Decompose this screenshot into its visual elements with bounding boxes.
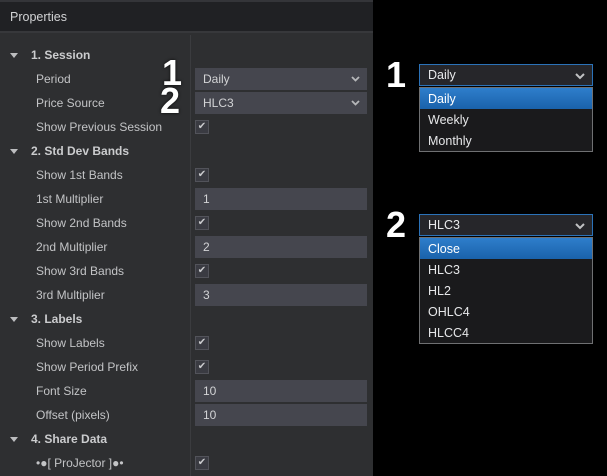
row-show-2nd-bands: Show 2nd Bands ✔ bbox=[0, 211, 373, 235]
chevron-down-icon bbox=[351, 76, 360, 82]
column-separator bbox=[190, 35, 191, 476]
2nd-multiplier-input[interactable]: 2 bbox=[195, 236, 367, 258]
property-label: Period bbox=[36, 72, 71, 86]
row-offset-pixels: Offset (pixels) 10 bbox=[0, 403, 373, 427]
row-3rd-multiplier: 3rd Multiplier 3 bbox=[0, 283, 373, 307]
option-weekly[interactable]: Weekly bbox=[428, 112, 469, 127]
section-header-session[interactable]: 1. Session bbox=[0, 43, 373, 67]
option-ohlc4[interactable]: OHLC4 bbox=[428, 304, 470, 319]
check-icon: ✔ bbox=[197, 336, 207, 348]
chevron-down-icon bbox=[575, 73, 585, 80]
row-show-1st-bands: Show 1st Bands ✔ bbox=[0, 163, 373, 187]
offset-pixels-input[interactable]: 10 bbox=[195, 404, 367, 426]
annotation-2-popup: 2 bbox=[386, 204, 406, 245]
input-value: 10 bbox=[203, 408, 217, 422]
chevron-down-icon bbox=[575, 223, 585, 230]
period-dropdown[interactable]: Daily bbox=[195, 68, 367, 90]
combo-value: Daily bbox=[428, 68, 456, 82]
annotation-1-panel: 1 bbox=[162, 52, 182, 93]
option-hlcc4[interactable]: HLCC4 bbox=[428, 325, 469, 340]
font-size-input[interactable]: 10 bbox=[195, 380, 367, 402]
property-label: Price Source bbox=[36, 96, 105, 110]
triangle-down-icon bbox=[10, 317, 18, 322]
triangle-down-icon bbox=[10, 149, 18, 154]
option-hlc3[interactable]: HLC3 bbox=[428, 262, 460, 277]
show-labels-checkbox[interactable]: ✔ bbox=[195, 336, 209, 350]
1st-multiplier-input[interactable]: 1 bbox=[195, 188, 367, 210]
property-label: 1st Multiplier bbox=[36, 192, 104, 206]
row-projector: •●[ ProJector ]●• ✔ bbox=[0, 451, 373, 475]
dropdown-value: Daily bbox=[203, 72, 230, 86]
projector-checkbox[interactable]: ✔ bbox=[195, 456, 209, 470]
panel-title: Properties bbox=[10, 9, 67, 24]
check-icon: ✔ bbox=[197, 264, 207, 276]
option-close[interactable]: Close bbox=[420, 238, 592, 259]
price-source-combo-expanded[interactable]: HLC3 bbox=[419, 214, 593, 236]
check-icon: ✔ bbox=[197, 120, 207, 132]
show-2nd-bands-checkbox[interactable]: ✔ bbox=[195, 216, 209, 230]
property-label: Font Size bbox=[36, 384, 87, 398]
row-show-previous-session: Show Previous Session ✔ bbox=[0, 115, 373, 139]
option-daily[interactable]: Daily bbox=[420, 88, 592, 109]
check-icon: ✔ bbox=[197, 360, 207, 372]
3rd-multiplier-input[interactable]: 3 bbox=[195, 284, 367, 306]
property-label: Show Previous Session bbox=[36, 120, 163, 134]
annotation-2-panel: 2 bbox=[160, 80, 180, 121]
triangle-down-icon bbox=[10, 437, 18, 442]
property-label: Show Labels bbox=[36, 336, 105, 350]
option-monthly[interactable]: Monthly bbox=[428, 133, 472, 148]
panel-header: Properties bbox=[0, 2, 373, 33]
input-value: 2 bbox=[203, 240, 210, 254]
property-label: Show 1st Bands bbox=[36, 168, 123, 182]
row-show-period-prefix: Show Period Prefix ✔ bbox=[0, 355, 373, 379]
show-1st-bands-checkbox[interactable]: ✔ bbox=[195, 168, 209, 182]
section-label: 2. Std Dev Bands bbox=[31, 144, 130, 158]
check-icon: ✔ bbox=[197, 216, 207, 228]
show-3rd-bands-checkbox[interactable]: ✔ bbox=[195, 264, 209, 278]
period-combo-expanded[interactable]: Daily bbox=[419, 64, 593, 86]
price-source-dropdown[interactable]: HLC3 bbox=[195, 92, 367, 114]
row-price-source: Price Source HLC3 bbox=[0, 91, 373, 115]
section-label: 3. Labels bbox=[31, 312, 83, 326]
triangle-down-icon bbox=[10, 53, 18, 58]
check-icon: ✔ bbox=[197, 456, 207, 468]
property-label: Show 3rd Bands bbox=[36, 264, 125, 278]
annotation-1-popup: 1 bbox=[386, 54, 406, 95]
show-previous-session-checkbox[interactable]: ✔ bbox=[195, 120, 209, 134]
property-label: Show Period Prefix bbox=[36, 360, 139, 374]
period-options-list: Daily Weekly Monthly bbox=[419, 87, 593, 152]
row-2nd-multiplier: 2nd Multiplier 2 bbox=[0, 235, 373, 259]
option-hl2[interactable]: HL2 bbox=[428, 283, 451, 298]
property-label: •●[ ProJector ]●• bbox=[36, 456, 124, 470]
combo-value: HLC3 bbox=[428, 218, 460, 232]
panel-body: 1. Session Period Daily Price Source HLC… bbox=[0, 35, 373, 476]
section-header-share-data[interactable]: 4. Share Data bbox=[0, 427, 373, 451]
chevron-down-icon bbox=[351, 100, 360, 106]
dropdown-value: HLC3 bbox=[203, 96, 234, 110]
row-show-labels: Show Labels ✔ bbox=[0, 331, 373, 355]
section-label: 4. Share Data bbox=[31, 432, 108, 446]
price-source-options-list: Close HLC3 HL2 OHLC4 HLCC4 bbox=[419, 237, 593, 344]
property-label: Show 2nd Bands bbox=[36, 216, 127, 230]
property-label: 2nd Multiplier bbox=[36, 240, 108, 254]
input-value: 1 bbox=[203, 192, 210, 206]
input-value: 3 bbox=[203, 288, 210, 302]
row-show-3rd-bands: Show 3rd Bands ✔ bbox=[0, 259, 373, 283]
section-header-std-dev-bands[interactable]: 2. Std Dev Bands bbox=[0, 139, 373, 163]
row-font-size: Font Size 10 bbox=[0, 379, 373, 403]
row-period: Period Daily bbox=[0, 67, 373, 91]
property-label: Offset (pixels) bbox=[36, 408, 110, 422]
property-label: 3rd Multiplier bbox=[36, 288, 105, 302]
section-header-labels[interactable]: 3. Labels bbox=[0, 307, 373, 331]
row-1st-multiplier: 1st Multiplier 1 bbox=[0, 187, 373, 211]
input-value: 10 bbox=[203, 384, 217, 398]
show-period-prefix-checkbox[interactable]: ✔ bbox=[195, 360, 209, 374]
properties-panel: Properties 1. Session Period Daily Price… bbox=[0, 0, 373, 476]
check-icon: ✔ bbox=[197, 168, 207, 180]
section-label: 1. Session bbox=[31, 48, 91, 62]
